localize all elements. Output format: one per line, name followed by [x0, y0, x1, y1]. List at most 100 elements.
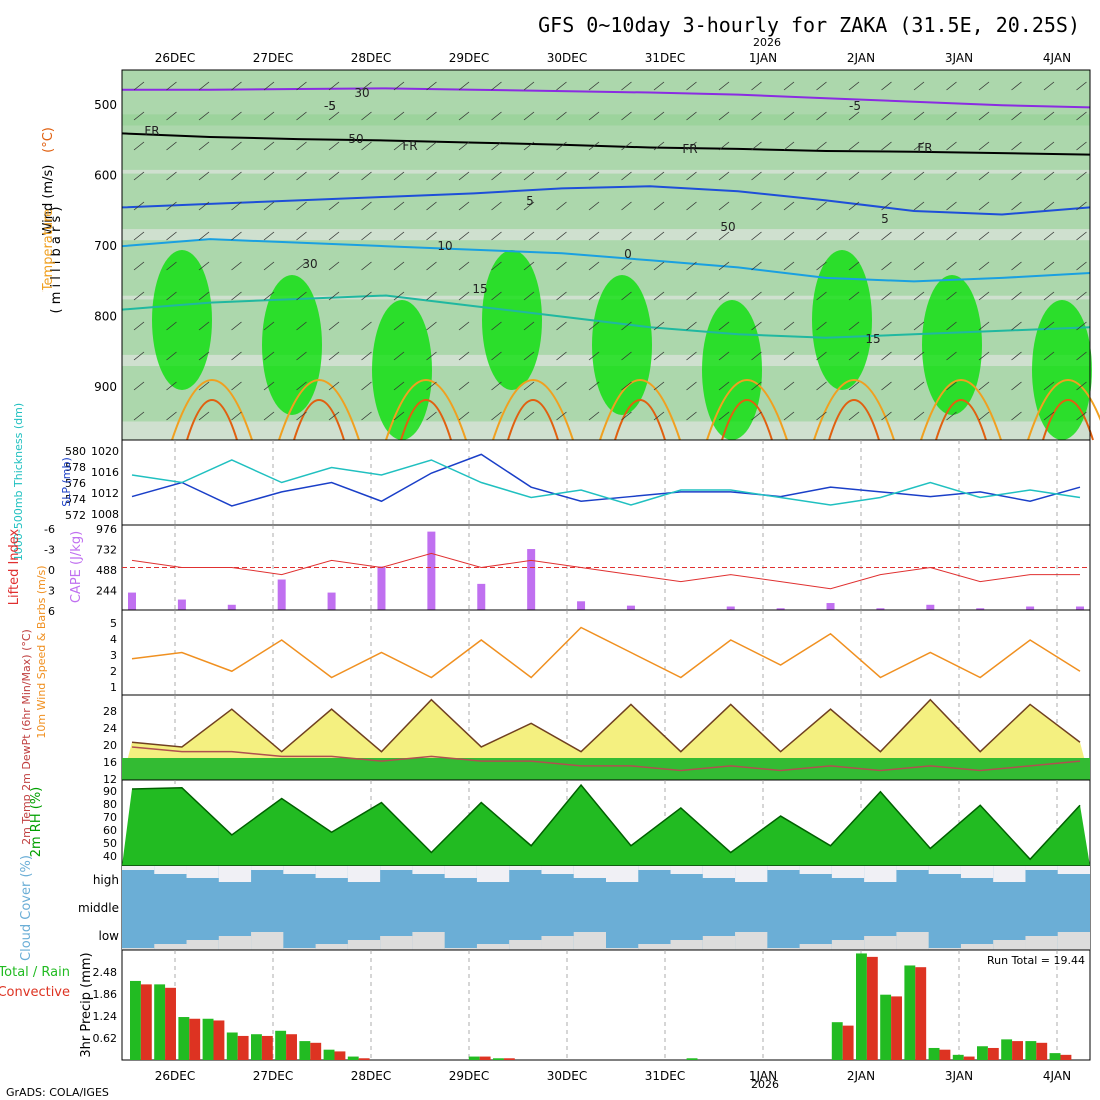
wind-barb	[166, 231, 177, 241]
contour-label: 10	[437, 239, 452, 253]
wind-barb	[556, 141, 567, 151]
wind-barb	[426, 351, 437, 361]
cloud-clear	[251, 866, 284, 870]
precip-conv-bar	[987, 1047, 999, 1060]
cape-bar	[926, 604, 935, 610]
wind-barb	[783, 231, 795, 241]
cloud-low	[541, 936, 574, 950]
wind-barb	[263, 111, 275, 121]
precip-axis-label: 3hr Precip (mm)	[79, 952, 94, 1057]
wind-barb	[133, 111, 145, 121]
wind-barb	[166, 321, 177, 331]
cloud-low	[960, 944, 994, 950]
cloud-clear	[799, 866, 832, 874]
wind-barb	[653, 321, 665, 331]
wind-barb	[133, 171, 145, 181]
cloud-low	[993, 940, 1026, 950]
wind-barb	[231, 321, 242, 331]
wind-barb	[1043, 171, 1055, 181]
wind-barb	[913, 201, 925, 211]
wind-barb	[231, 141, 242, 151]
wind-barb	[913, 261, 925, 271]
10m-wind-panel: 5 4 3 2 1 10m Wind Speed & Barbs (m/s)	[35, 565, 1091, 739]
wind-barb	[198, 141, 210, 151]
precip-conv-bar	[479, 1056, 491, 1060]
cloud-clear	[509, 866, 542, 870]
precip-conv-bar	[915, 967, 927, 1060]
wind-barb	[881, 381, 892, 391]
wind-barb	[718, 231, 730, 241]
year-label-bottom: 2026	[751, 1078, 779, 1091]
slp-tick: 1020	[91, 445, 119, 458]
bottom-date-label: 1JAN	[749, 1069, 777, 1083]
wind-barb	[393, 171, 405, 181]
wind-barb	[231, 261, 242, 271]
wind-barb	[523, 381, 535, 391]
wind-barb	[393, 381, 405, 391]
rh-line	[131, 783, 1081, 861]
wind-barb	[913, 141, 925, 151]
wind-barb	[458, 261, 470, 271]
contour-label: 0	[624, 247, 632, 261]
pressure-tick: 800	[94, 310, 117, 324]
wind-barb	[198, 201, 210, 211]
cloud-clear	[864, 866, 897, 882]
rh-axis-label: RH (%)	[41, 287, 56, 332]
wind-barb	[166, 381, 177, 391]
contour-label: -5	[324, 99, 336, 113]
top-date-label: 29DEC	[449, 51, 489, 65]
isotherm-surface	[1042, 399, 1094, 441]
lifted-tick: -6	[44, 523, 55, 536]
wind-barb	[361, 231, 372, 241]
isotherm-surface	[706, 379, 788, 441]
wind-barb	[263, 411, 275, 421]
wind-barb	[1076, 381, 1087, 391]
cloud-low	[412, 932, 445, 950]
bottom-date-label: 31DEC	[645, 1069, 685, 1083]
wind-barb	[686, 111, 697, 121]
precip-conv-bar	[866, 956, 878, 1060]
wind-barb	[198, 261, 210, 271]
wind-barb	[783, 291, 795, 301]
isotherm-surface	[935, 399, 987, 441]
wind-barb	[328, 201, 340, 211]
wind-barb	[198, 411, 210, 421]
wind-barb	[588, 201, 600, 211]
wind-barb	[946, 411, 957, 421]
wind-barb	[458, 81, 470, 91]
temp-unit-label: (°C)	[41, 127, 56, 153]
wind-barb	[458, 411, 470, 421]
wind-barb	[718, 81, 730, 91]
wind-barb	[881, 231, 892, 241]
precip-total-bar	[1001, 1039, 1013, 1060]
cloud-low	[251, 932, 284, 950]
wind-barb	[296, 171, 307, 181]
cape-bar	[277, 579, 286, 610]
cape-bar	[826, 603, 835, 610]
wind-barb	[1076, 81, 1087, 91]
cloud-clear	[1057, 866, 1090, 874]
wind-barb	[978, 111, 990, 121]
wind-barb	[166, 261, 177, 271]
wind-barb	[946, 141, 957, 151]
rh-tick: 60	[103, 824, 117, 837]
wind-barb	[133, 261, 145, 271]
wind-barb	[523, 411, 535, 421]
panel-frame	[121, 609, 1091, 696]
lifted-tick: 0	[48, 564, 55, 577]
wind-barb	[588, 321, 600, 331]
wind-barb	[458, 111, 470, 121]
wind-barb	[556, 201, 567, 211]
slp-line	[131, 453, 1081, 507]
wind-barb	[816, 291, 827, 301]
wind-barb	[491, 111, 502, 121]
rh-moist-core	[922, 275, 982, 415]
slp-axis-label: SLP (mb)	[60, 457, 73, 507]
wind-barb	[783, 81, 795, 91]
wind-barb	[523, 291, 535, 301]
rh-moist-core	[812, 250, 872, 390]
cloud-low	[767, 948, 800, 950]
precip-total-bar	[130, 980, 141, 1060]
wind-barb	[816, 261, 827, 271]
wind-barb	[556, 111, 567, 121]
